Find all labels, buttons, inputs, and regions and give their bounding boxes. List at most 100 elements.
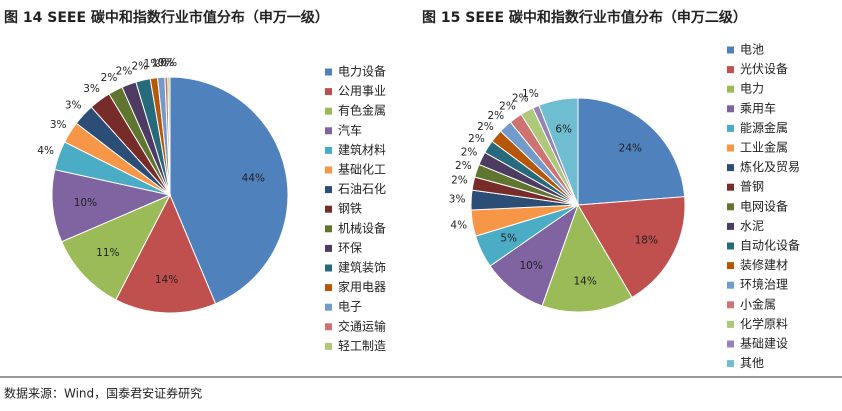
pie-slice bbox=[577, 97, 686, 206]
value-label: 3% bbox=[83, 83, 100, 95]
legend-label: 乘用车 bbox=[740, 100, 776, 115]
value-label: 10% bbox=[520, 260, 543, 272]
chart-title: 图 14 SEEE 碳中和指数行业市值分布（申万一级） bbox=[4, 9, 329, 26]
legend-label: 工业金属 bbox=[740, 140, 788, 155]
legend-swatch bbox=[325, 186, 332, 194]
legend-swatch bbox=[727, 340, 734, 348]
legend-swatch bbox=[325, 107, 332, 115]
legend-label: 电力设备 bbox=[338, 65, 386, 79]
legend-swatch bbox=[727, 242, 734, 250]
legend-swatch bbox=[325, 342, 332, 350]
value-label: 6% bbox=[555, 123, 572, 135]
legend-swatch bbox=[325, 284, 332, 292]
legend-label: 电网设备 bbox=[740, 199, 788, 213]
value-label: 18% bbox=[635, 235, 658, 247]
legend-label: 自动化设备 bbox=[740, 239, 800, 253]
legend-swatch bbox=[727, 281, 734, 289]
value-label: 14% bbox=[155, 274, 178, 286]
legend-swatch bbox=[325, 146, 332, 154]
legend-swatch bbox=[325, 264, 332, 272]
value-label: 4% bbox=[37, 145, 54, 157]
legend-label: 汽车 bbox=[338, 122, 362, 137]
legend-label: 光伏设备 bbox=[740, 62, 788, 76]
legend-swatch bbox=[727, 183, 734, 191]
legend-label: 家用电器 bbox=[338, 279, 386, 294]
value-label: 3% bbox=[449, 193, 466, 205]
legend-swatch bbox=[325, 205, 332, 213]
value-label: 3% bbox=[65, 99, 82, 111]
value-label: 1% bbox=[144, 58, 161, 70]
legend-label: 石油石化 bbox=[338, 182, 386, 196]
value-label: 2% bbox=[477, 121, 494, 133]
legend-label: 公用事业 bbox=[338, 84, 386, 98]
value-label: 2% bbox=[461, 146, 478, 158]
pie-slice bbox=[541, 203, 633, 313]
legend-swatch bbox=[325, 166, 332, 174]
legend-label: 电力 bbox=[740, 82, 764, 96]
value-label: 2% bbox=[131, 61, 148, 73]
legend-swatch bbox=[727, 203, 734, 211]
pie-slice bbox=[115, 193, 217, 314]
pie-slice bbox=[538, 97, 579, 206]
legend-label: 能源金属 bbox=[740, 120, 788, 135]
value-label: 1% bbox=[152, 57, 169, 69]
legend-swatch bbox=[727, 301, 734, 309]
legend-swatch bbox=[325, 323, 332, 331]
value-label: 2% bbox=[451, 175, 468, 187]
value-label: 1% bbox=[522, 88, 539, 100]
legend-label: 电子 bbox=[338, 300, 362, 314]
legend-label: 其他 bbox=[740, 356, 764, 370]
value-label: 0% bbox=[160, 57, 177, 69]
legend-swatch bbox=[325, 88, 332, 96]
legend-label: 装修建材 bbox=[740, 257, 788, 272]
value-label: 4% bbox=[450, 220, 467, 232]
legend-swatch bbox=[727, 320, 734, 328]
legend-label: 基础化工 bbox=[338, 163, 386, 177]
legend-swatch bbox=[727, 46, 734, 54]
value-label: 2% bbox=[512, 93, 529, 105]
value-label: 3% bbox=[50, 119, 67, 131]
legend-swatch bbox=[727, 360, 734, 368]
legend-label: 小金属 bbox=[740, 296, 776, 311]
legend-label: 普钢 bbox=[740, 180, 764, 194]
legend-label: 建筑装饰 bbox=[338, 260, 386, 275]
chart-title: 图 15 SEEE 碳中和指数行业市值分布（申万二级） bbox=[422, 9, 747, 26]
legend-label: 交通运输 bbox=[338, 318, 386, 333]
legend-swatch bbox=[325, 225, 332, 233]
value-label: 2% bbox=[455, 160, 472, 172]
value-label: 44% bbox=[242, 172, 265, 184]
legend-label: 钢铁 bbox=[338, 202, 362, 216]
pie-slice bbox=[577, 196, 686, 299]
value-label: 0% bbox=[158, 57, 175, 69]
legend-swatch bbox=[325, 303, 332, 311]
legend-swatch bbox=[727, 85, 734, 93]
legend-swatch bbox=[325, 68, 332, 76]
value-label: 11% bbox=[96, 247, 119, 259]
legend-label: 基础建设 bbox=[740, 337, 788, 351]
legend-swatch bbox=[727, 144, 734, 152]
value-label: 2% bbox=[499, 101, 516, 113]
value-label: 2% bbox=[101, 72, 118, 84]
pie-slice bbox=[169, 76, 289, 305]
legend-label: 环保 bbox=[338, 241, 362, 255]
value-label: 10% bbox=[74, 197, 97, 209]
value-label: 2% bbox=[487, 110, 504, 122]
source-note: 数据来源：Wind，国泰君安证券研究 bbox=[4, 386, 202, 401]
legend-label: 化学原料 bbox=[740, 316, 788, 331]
value-label: 2% bbox=[116, 65, 133, 77]
value-label: 2% bbox=[468, 133, 485, 145]
value-label: 5% bbox=[500, 233, 517, 245]
legend-swatch bbox=[325, 244, 332, 252]
legend-swatch bbox=[727, 66, 734, 74]
pie-slice bbox=[60, 193, 172, 301]
legend-swatch bbox=[325, 127, 332, 135]
legend-swatch bbox=[727, 262, 734, 270]
value-label: 14% bbox=[574, 276, 597, 288]
legend-label: 建筑材料 bbox=[338, 142, 386, 157]
value-label: 24% bbox=[619, 142, 642, 154]
legend-swatch bbox=[727, 105, 734, 113]
legend-label: 水泥 bbox=[740, 219, 764, 233]
legend-label: 机械设备 bbox=[338, 220, 386, 235]
